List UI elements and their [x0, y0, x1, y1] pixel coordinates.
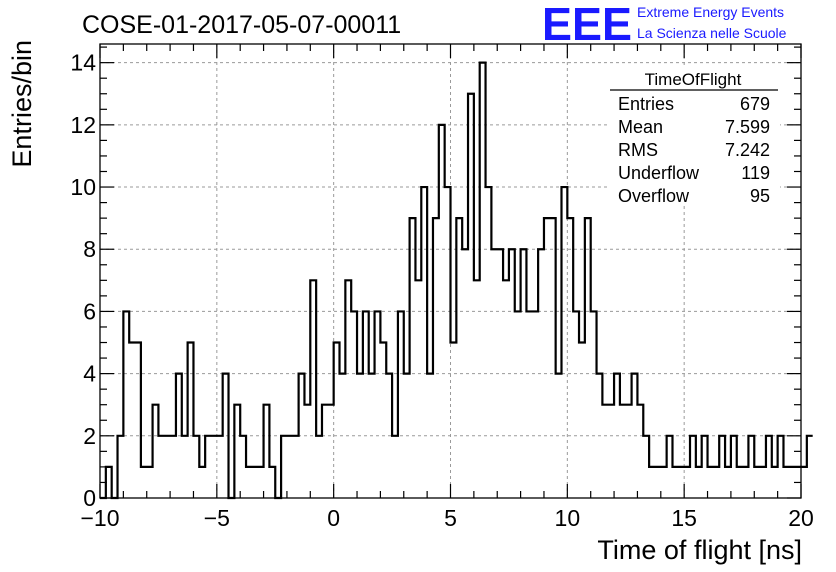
stats-title: TimeOfFlight: [645, 70, 742, 89]
stats-row-label: Mean: [618, 117, 663, 137]
x-tick-label: 10: [555, 505, 581, 531]
stats-row-label: Overflow: [618, 186, 690, 206]
eee-logo-mark: EEE: [542, 0, 632, 50]
y-tick-labels: 0 2 4 6 8 10 12 14: [70, 50, 96, 511]
y-tick-label: 0: [83, 485, 96, 511]
y-axis-label: Entries/bin: [7, 40, 37, 168]
histogram-outline: [100, 61, 813, 500]
y-tick-label: 8: [83, 236, 96, 262]
eee-logo: EEE Extreme Energy Events La Scienza nel…: [542, 0, 787, 50]
x-tick-label: −10: [80, 505, 119, 531]
stats-row-label: Underflow: [618, 163, 700, 183]
stats-box-background: [608, 68, 780, 206]
stats-row-value: 95: [750, 186, 770, 206]
eee-logo-line1: Extreme Energy Events: [637, 4, 784, 20]
stats-row-value: 119: [741, 163, 770, 183]
stats-row-label: Entries: [618, 94, 674, 114]
stats-row-value: 7.242: [725, 140, 770, 160]
x-tick-label: 15: [671, 505, 697, 531]
eee-logo-line2: La Scienza nelle Scuole: [637, 25, 787, 41]
x-tick-label: 20: [788, 505, 814, 531]
x-tick-label: 0: [327, 505, 340, 531]
x-axis-label: Time of flight [ns]: [597, 535, 802, 565]
y-tick-label: 2: [83, 423, 96, 449]
x-tick-label: −5: [204, 505, 230, 531]
y-tick-label: 10: [70, 174, 96, 200]
stats-rows: Entries 679 Mean 7.599 RMS 7.242 Underflow 119 O…: [618, 94, 770, 206]
x-tick-label: 5: [444, 505, 457, 531]
stats-row-value: 679: [740, 94, 770, 114]
run-title: COSE-01-2017-05-07-00011: [82, 11, 401, 39]
axis-ticks: [99, 44, 802, 499]
stats-row-label: RMS: [618, 140, 658, 160]
y-tick-label: 6: [83, 298, 96, 324]
y-tick-label: 14: [70, 50, 96, 76]
y-tick-label: 4: [83, 361, 96, 387]
y-tick-label: 12: [70, 112, 96, 138]
stats-box: TimeOfFlight Entries 679 Mean 7.599 RMS 7.242…: [608, 68, 780, 206]
x-tick-labels: −10 −5 0 5 10 15 20: [80, 505, 813, 531]
stats-row-value: 7.599: [725, 117, 770, 137]
